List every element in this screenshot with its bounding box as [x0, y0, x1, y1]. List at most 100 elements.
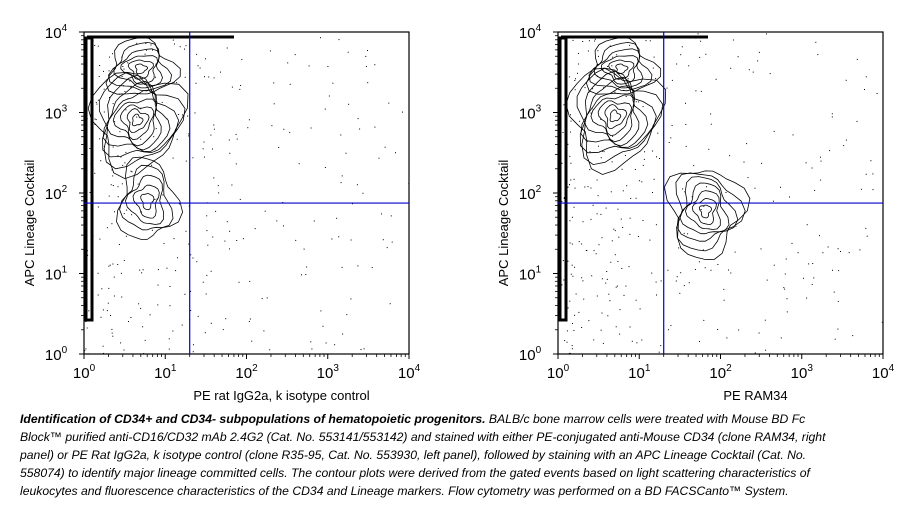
contour-line [565, 67, 667, 175]
event-dot [856, 120, 858, 122]
event-dot [834, 338, 836, 340]
event-dot [609, 300, 611, 302]
event-dot [374, 64, 376, 66]
contour-line [684, 190, 721, 230]
event-dot [249, 280, 251, 282]
event-dot [660, 345, 662, 347]
x-tick-label: 100 [73, 363, 96, 382]
event-dot [609, 45, 611, 47]
event-dot [699, 56, 701, 58]
event-dot [570, 114, 571, 116]
event-dot [131, 171, 133, 173]
event-dot [832, 269, 833, 271]
event-dot [185, 230, 187, 232]
event-dot [568, 353, 570, 354]
event-dot [85, 272, 87, 274]
event-dot [359, 128, 361, 130]
event-dot [306, 266, 308, 268]
event-dot [289, 131, 291, 133]
event-dot [630, 197, 632, 199]
event-dot [602, 342, 604, 344]
event-dot [371, 267, 373, 268]
event-dot [641, 339, 643, 341]
event-dot [573, 206, 575, 208]
event-dot [172, 330, 174, 332]
contour-line [116, 156, 184, 240]
event-dot [184, 76, 186, 78]
event-dot [97, 206, 99, 208]
event-dot [562, 260, 564, 262]
event-dot [217, 185, 219, 187]
event-dot [691, 196, 693, 198]
event-dot [92, 250, 94, 252]
contour-line [600, 55, 639, 85]
event-dot [203, 141, 205, 143]
event-dot [212, 236, 214, 238]
event-dot [283, 225, 284, 227]
event-dot [703, 205, 705, 207]
event-dot [655, 224, 657, 226]
event-dot [708, 148, 710, 150]
contour-line [593, 48, 644, 89]
event-dot [758, 51, 760, 53]
event-dot [210, 134, 212, 136]
event-dot [780, 186, 781, 188]
event-dot [612, 135, 614, 137]
event-dot [236, 240, 238, 241]
event-dot [205, 58, 206, 60]
event-dot [149, 314, 151, 316]
event-dot [615, 286, 617, 288]
event-dot [593, 250, 595, 252]
event-dot [174, 43, 175, 45]
event-dot [168, 338, 170, 340]
contour-line [585, 37, 662, 95]
event-dot [670, 137, 672, 139]
event-dot [127, 62, 129, 64]
event-dot [95, 102, 97, 103]
event-dot [350, 298, 352, 300]
contour-line [125, 174, 165, 225]
event-dot [592, 88, 594, 90]
event-dot [334, 344, 336, 346]
event-dot [311, 348, 313, 350]
y-tick-label: 102 [45, 184, 68, 203]
event-dot [803, 277, 804, 279]
contour-line [113, 48, 163, 89]
event-dot [596, 213, 598, 215]
event-dot [564, 243, 566, 244]
event-dot [570, 120, 572, 122]
event-dot [109, 56, 110, 58]
contour-line [131, 113, 144, 127]
event-dot [601, 312, 603, 314]
event-dot [99, 138, 101, 140]
event-dot [587, 186, 589, 188]
event-dot [264, 210, 266, 212]
event-dot [652, 67, 654, 69]
event-dot [173, 238, 175, 240]
event-dot [124, 162, 126, 164]
event-dot [138, 303, 140, 305]
event-dot [97, 294, 99, 296]
event-dot [704, 267, 706, 269]
contour-line [98, 71, 186, 170]
event-dot [574, 266, 575, 268]
event-dot [558, 54, 560, 56]
event-dot [627, 78, 629, 80]
event-dot [84, 186, 86, 188]
event-dot [566, 207, 568, 209]
event-dot [864, 89, 865, 90]
event-dot [791, 242, 793, 244]
event-dot [155, 128, 157, 130]
event-dot [859, 249, 861, 251]
event-dot [168, 348, 170, 350]
event-dot [765, 349, 767, 351]
contour-population [663, 170, 751, 260]
event-dot [584, 87, 586, 89]
event-dot [865, 173, 867, 175]
event-dot [144, 339, 146, 341]
event-dot [645, 40, 647, 42]
event-dot [114, 121, 116, 123]
event-dot [204, 156, 205, 158]
event-dot [112, 175, 114, 177]
event-dot [566, 59, 568, 61]
